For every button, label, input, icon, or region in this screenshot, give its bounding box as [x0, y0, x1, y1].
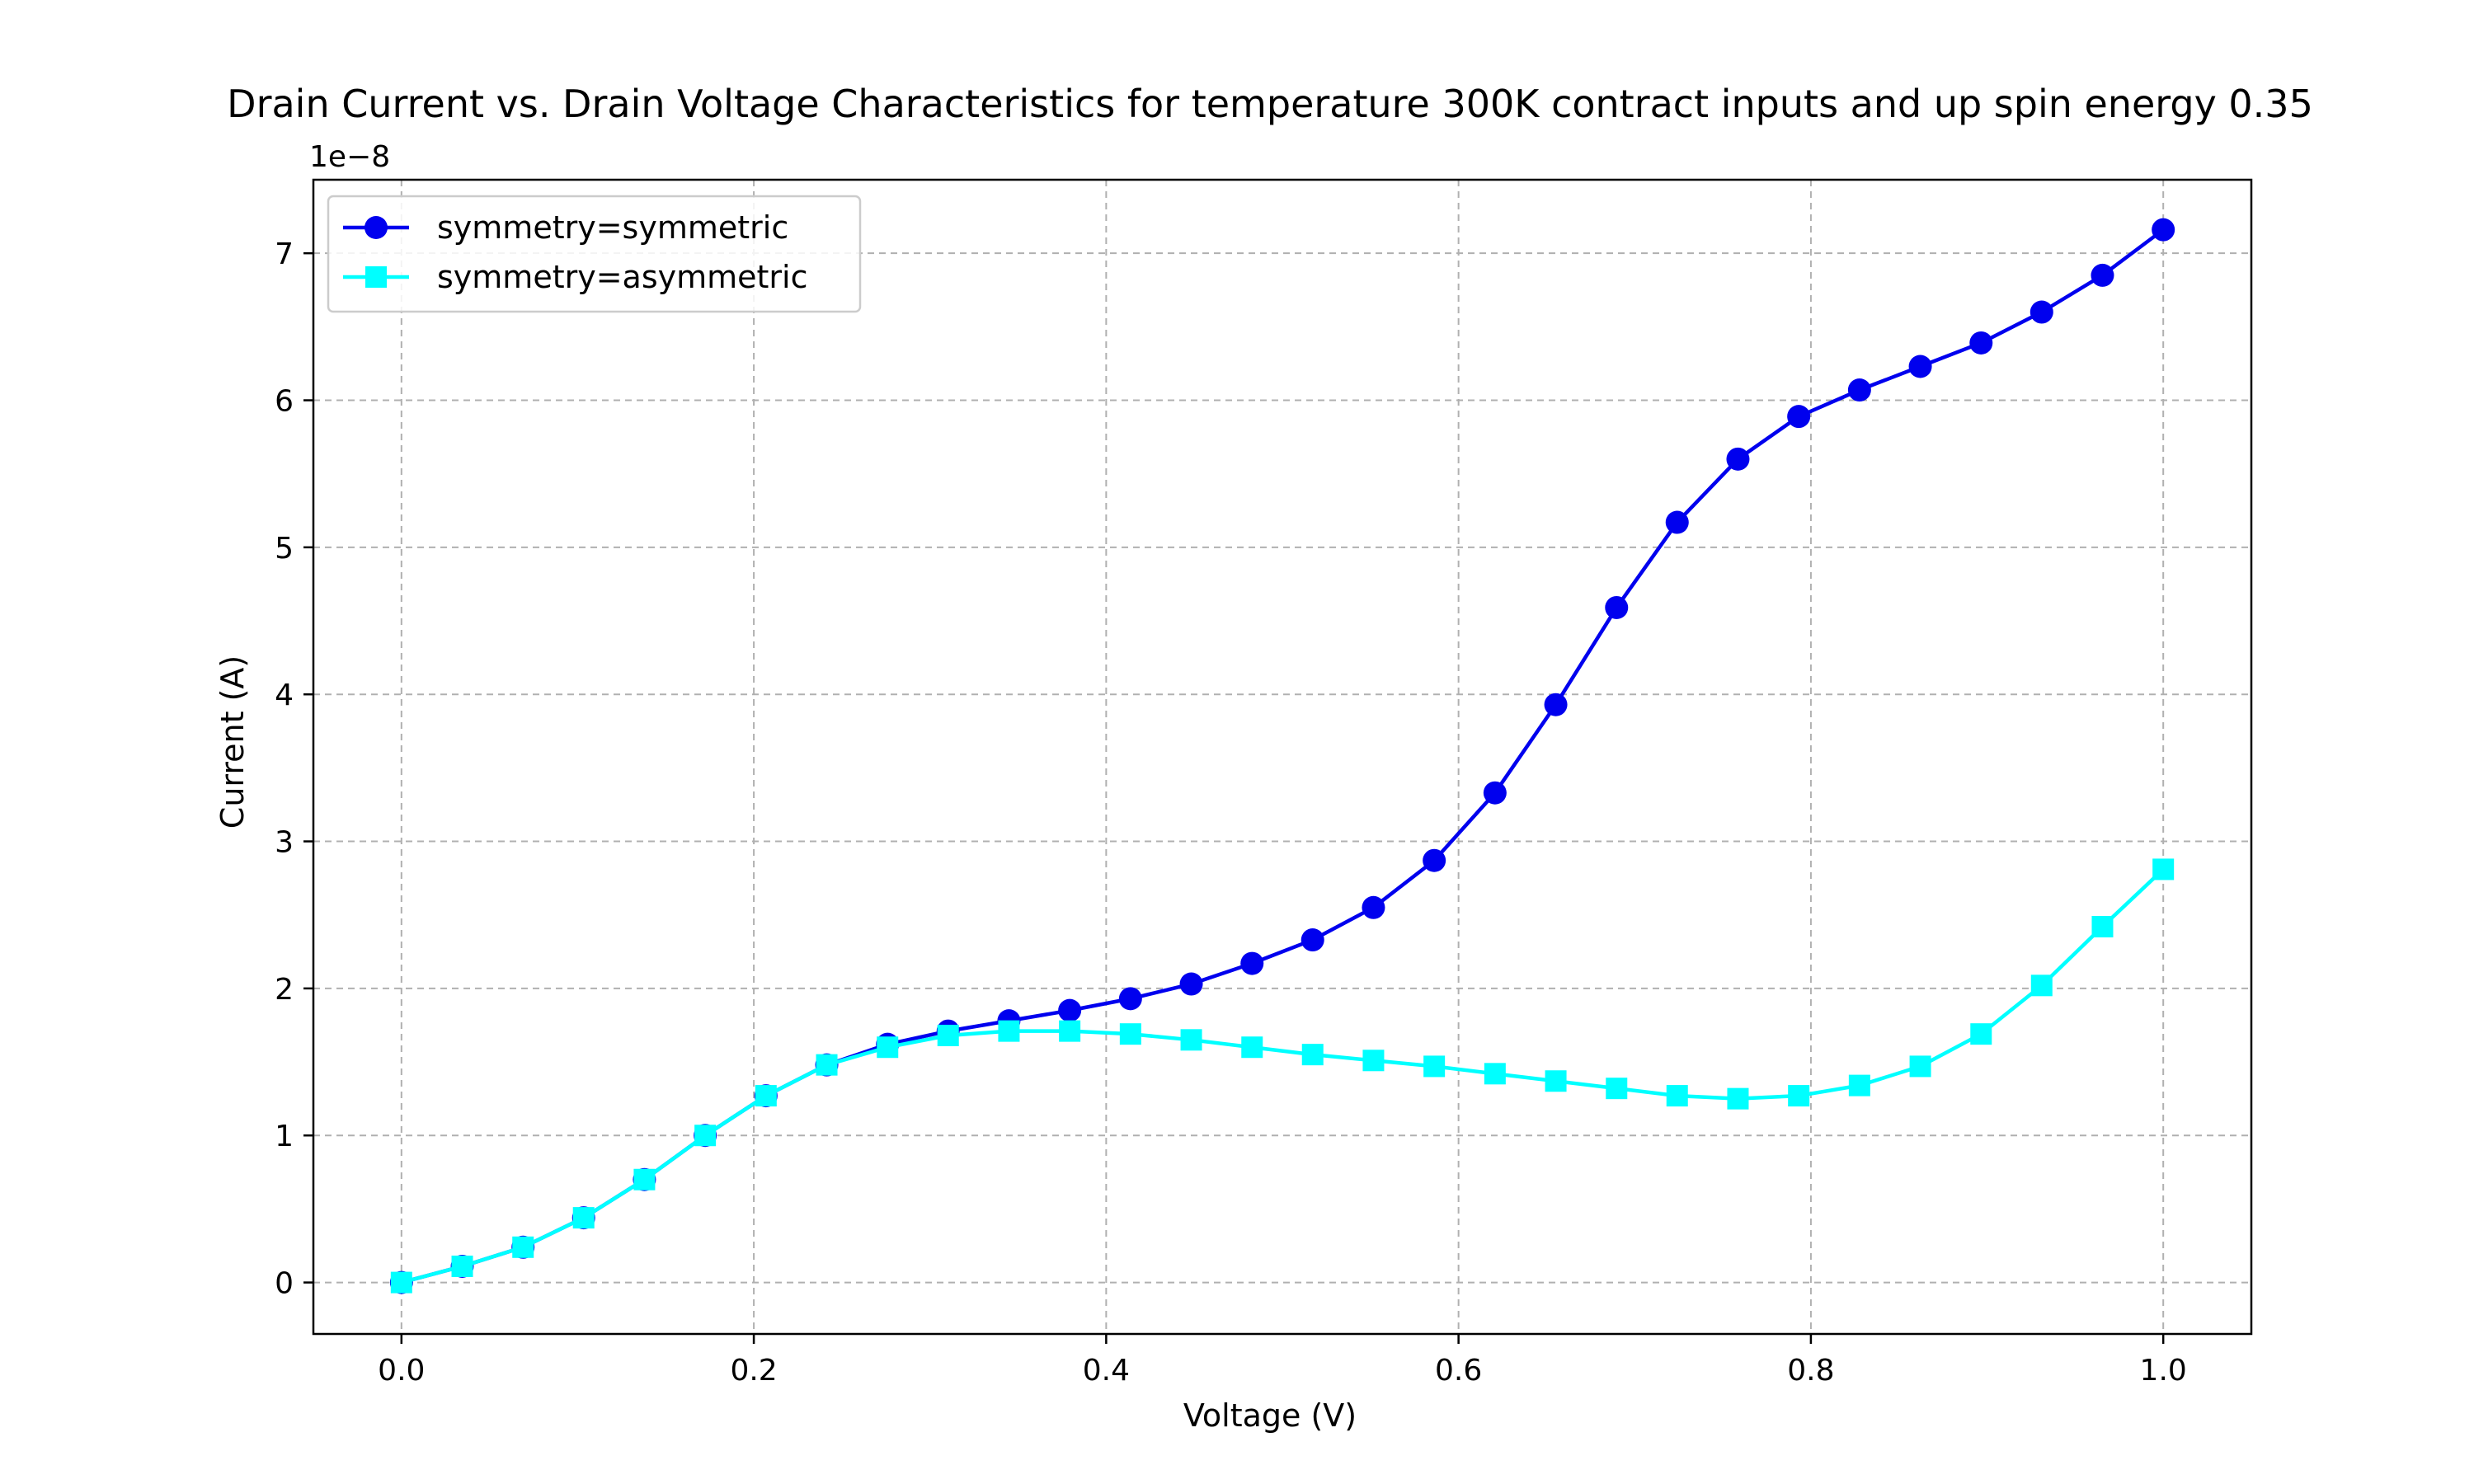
data-point	[2030, 974, 2053, 997]
data-point	[1118, 987, 1142, 1011]
data-point	[1545, 1070, 1567, 1092]
grid	[313, 180, 2251, 1334]
data-point	[633, 1168, 656, 1190]
y-tick-label: 5	[275, 532, 294, 566]
data-point	[1969, 331, 1993, 355]
data-point	[937, 1024, 959, 1046]
ticks: 0.0 0.2 0.4 0.6 0.8 1.0 0 1 2 3 4 5 6 7	[275, 237, 2187, 1388]
series-layer	[389, 218, 2175, 1294]
data-point	[572, 1207, 595, 1229]
y-offset-label: 1e−8	[309, 140, 390, 174]
y-tick-label: 3	[275, 826, 294, 860]
data-point	[1908, 355, 1932, 378]
data-point	[1180, 1029, 1202, 1051]
legend-swatch-marker	[365, 266, 387, 288]
y-tick-label: 2	[275, 973, 294, 1007]
data-point	[1300, 928, 1324, 952]
y-tick-label: 4	[275, 679, 294, 712]
data-point	[1240, 951, 1264, 975]
data-point	[1059, 1020, 1081, 1042]
plot-frame	[312, 178, 2253, 1336]
data-point	[1848, 1074, 1870, 1097]
data-point	[1423, 1055, 1446, 1078]
data-point	[451, 1255, 473, 1277]
data-point	[1665, 510, 1689, 534]
data-point	[1788, 1085, 1810, 1107]
data-point	[1301, 1044, 1324, 1066]
y-tick-label: 7	[275, 237, 294, 271]
data-point	[1727, 1087, 1749, 1110]
y-tick-label: 1	[275, 1120, 294, 1153]
legend-label: symmetry=symmetric	[437, 209, 788, 246]
x-tick-label: 1.0	[2140, 1354, 2187, 1388]
data-point	[1606, 1078, 1628, 1100]
data-point	[998, 1020, 1020, 1042]
x-tick-label: 0.2	[730, 1354, 777, 1388]
data-point	[512, 1236, 534, 1258]
y-tick-label: 6	[275, 385, 294, 419]
data-point	[877, 1036, 899, 1059]
data-point	[2091, 263, 2114, 287]
data-point	[1787, 405, 1811, 429]
data-point	[1483, 781, 1507, 805]
data-point	[2091, 915, 2114, 937]
data-point	[1423, 848, 1446, 872]
y-tick-label: 0	[275, 1267, 294, 1301]
x-axis-label: Voltage (V)	[1183, 1397, 1357, 1434]
data-point	[2030, 300, 2053, 324]
data-point	[2152, 218, 2175, 242]
data-point	[390, 1271, 412, 1294]
data-point	[1362, 895, 1385, 919]
x-tick-label: 0.0	[378, 1354, 425, 1388]
legend: symmetry=symmetric symmetry=asymmetric	[327, 195, 862, 313]
legend-label: symmetry=asymmetric	[437, 259, 808, 295]
data-point	[1119, 1023, 1141, 1045]
data-point	[1666, 1085, 1688, 1107]
data-point	[1847, 378, 1871, 402]
data-point	[1909, 1055, 1931, 1078]
data-point	[1544, 693, 1568, 716]
data-point	[694, 1125, 717, 1147]
x-tick-label: 0.6	[1435, 1354, 1482, 1388]
x-tick-label: 0.4	[1083, 1354, 1130, 1388]
data-point	[1058, 998, 1082, 1022]
data-point	[1726, 447, 1750, 471]
y-axis-label: Current (A)	[214, 655, 251, 829]
data-point	[2152, 858, 2175, 881]
data-point	[1241, 1036, 1263, 1059]
data-point	[1362, 1050, 1385, 1072]
data-point	[816, 1054, 838, 1076]
data-point	[755, 1085, 777, 1107]
x-tick-label: 0.8	[1787, 1354, 1834, 1388]
legend-box	[327, 195, 862, 313]
chart-title: Drain Current vs. Drain Voltage Characte…	[227, 82, 2313, 126]
legend-swatch-marker	[365, 216, 388, 239]
data-point	[1179, 972, 1203, 996]
series-asymmetric	[390, 858, 2175, 1294]
data-point	[1970, 1023, 1992, 1045]
data-point	[1605, 595, 1629, 619]
data-point	[1484, 1063, 1506, 1085]
